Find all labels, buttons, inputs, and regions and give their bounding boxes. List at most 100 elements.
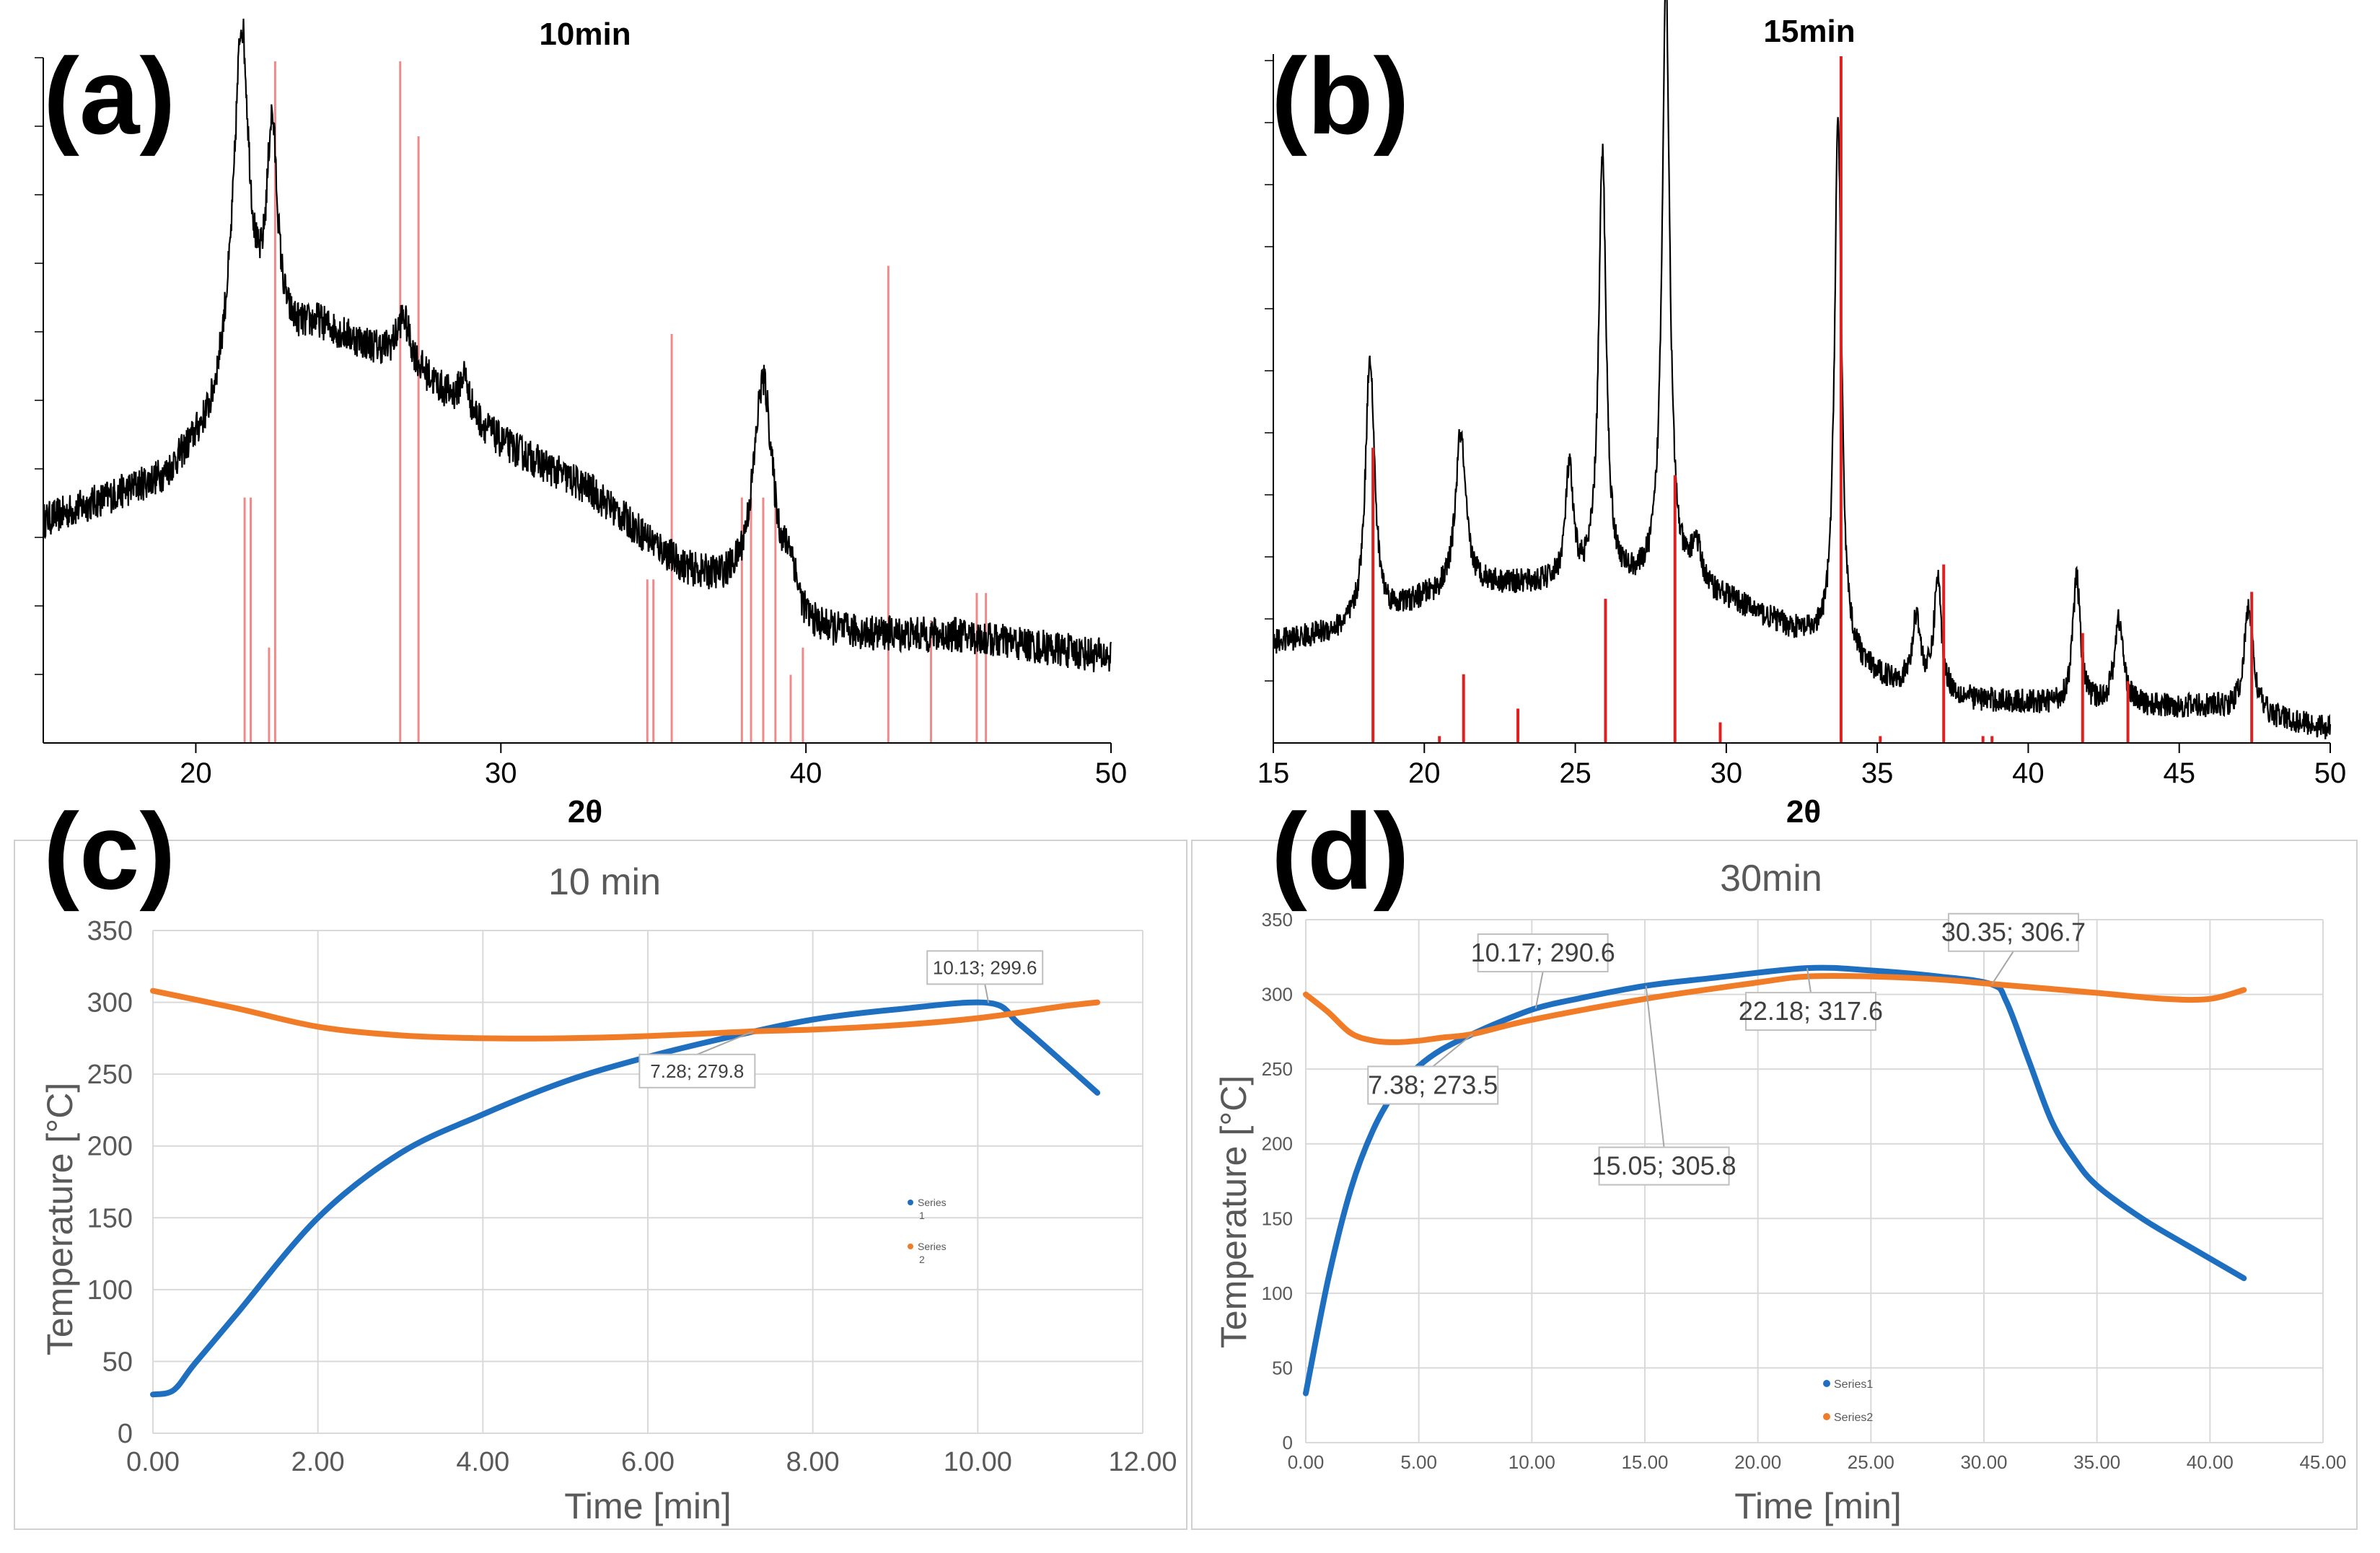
panel-d-legend: Series1 Series2 — [1823, 1378, 1873, 1424]
panel-b-x-ticks: 15 20 25 30 35 40 45 50 — [1257, 743, 2347, 789]
series-line-2 — [1303, 972, 2247, 1045]
panel-b-title: 15min — [1763, 14, 1855, 49]
series-line-1 — [1303, 964, 2247, 1396]
panel-d-y-axis-label: Temperature [°C] — [1213, 1075, 1254, 1348]
panel-d-temperature-30min: 30min 0 50 100 150 200 250 300 350 0.00 5.00 10.0… — [1191, 791, 2358, 1530]
panel-label-c: (c) — [43, 791, 175, 912]
panel-d-y-ticks: 0 50 100 150 200 250 300 350 — [1262, 909, 1293, 1453]
x-tick-label: 10.00 — [1509, 1451, 1555, 1473]
panel-d-frame — [1191, 840, 2358, 1530]
legend-label-series-2: Series — [918, 1241, 947, 1252]
panel-c-series — [150, 987, 1101, 1398]
annotation-label: 30.35; 306.7 — [1941, 918, 2086, 947]
panel-a-xrd-10min: (a) 10min 20 30 40 50 2θ — [35, 17, 1127, 830]
legend-marker-series2 — [1823, 1413, 1830, 1420]
panel-b-x-axis-label: 2θ — [1786, 794, 1821, 830]
y-tick-label: 100 — [87, 1275, 133, 1306]
y-tick-label: 100 — [1262, 1283, 1293, 1304]
x-tick-label: 30.00 — [1960, 1451, 2007, 1473]
y-tick-label: 50 — [102, 1347, 133, 1377]
x-tick-label: 8.00 — [786, 1447, 840, 1477]
legend-marker-series-1 — [908, 1200, 913, 1205]
legend-label-series1: Series1 — [1834, 1378, 1873, 1391]
panel-c-x-ticks: 0.00 2.00 4.00 6.00 8.00 10.00 12.00 — [126, 1447, 1177, 1477]
series-line-1 — [150, 999, 1101, 1398]
x-tick-label: 20.00 — [1734, 1451, 1781, 1473]
annotation-box — [1367, 1065, 1499, 1105]
x-tick-label: 15.00 — [1621, 1451, 1668, 1473]
annotation-leader — [1432, 1033, 1473, 1068]
x-tick-label: 6.00 — [621, 1447, 675, 1477]
annotation-label: 15.05; 305.8 — [1591, 1151, 1736, 1181]
y-tick-label: 0 — [1283, 1432, 1293, 1453]
panel-b-diffraction-pattern — [1272, 0, 2332, 739]
panel-d-gridlines — [1305, 919, 2324, 1443]
panel-label-a: (a) — [43, 35, 175, 157]
panel-a-x-axis-label: 2θ — [568, 794, 602, 830]
annotation-label: 22.18; 317.6 — [1739, 996, 1883, 1026]
panel-b-xrd-15min: (b) 15min 15 20 25 30 35 40 45 50 2θ — [1257, 0, 2347, 830]
y-tick-label: 350 — [87, 916, 133, 946]
panel-c-frame — [14, 840, 1187, 1530]
panel-a-reference-lines — [243, 61, 988, 743]
annotation-label: 7.28; 279.8 — [650, 1060, 744, 1082]
y-tick-label: 350 — [1262, 909, 1293, 931]
annotation-label: 10.17; 290.6 — [1471, 938, 1615, 967]
x-tick-label: 20 — [1408, 757, 1441, 789]
x-tick-label: 30 — [485, 757, 517, 789]
panel-c-y-axis-label: Temperature [°C] — [40, 1083, 80, 1355]
panel-c-x-axis-label: Time [min] — [564, 1486, 732, 1526]
x-tick-label: 35.00 — [2073, 1451, 2120, 1473]
x-tick-label: 12.00 — [1108, 1447, 1177, 1477]
annotation-box — [1744, 992, 1876, 1031]
panel-d-x-axis-label: Time [min] — [1734, 1486, 1902, 1526]
panel-b-y-tick-marks — [1265, 60, 1273, 682]
x-tick-label: 0.00 — [126, 1447, 180, 1477]
legend-label-series-2-num: 2 — [919, 1254, 925, 1265]
y-tick-label: 200 — [87, 1132, 133, 1162]
panel-d-x-ticks: 0.00 5.00 10.00 15.00 20.00 25.00 30.00 35.00 40… — [1288, 1451, 2347, 1473]
x-tick-label: 25.00 — [1848, 1451, 1894, 1473]
x-tick-label: 35 — [1861, 757, 1894, 789]
x-tick-label: 30 — [1711, 757, 1743, 789]
x-tick-label: 10.00 — [944, 1447, 1012, 1477]
panel-b-reference-lines — [1371, 56, 2254, 743]
x-tick-label: 40 — [790, 757, 822, 789]
annotation-leader — [1991, 951, 2014, 985]
panel-a-y-tick-marks — [35, 57, 43, 675]
annotation-box — [638, 1053, 756, 1088]
panel-d-series — [1303, 964, 2247, 1396]
x-tick-label: 5.00 — [1400, 1451, 1437, 1473]
x-tick-label: 50 — [2314, 757, 2347, 789]
y-tick-label: 50 — [1272, 1357, 1293, 1378]
panel-c-temperature-10min: 10 min 0 50 100 150 200 250 300 350 0.00 2.00 4.0… — [14, 791, 1187, 1530]
legend-marker-series-2 — [908, 1244, 913, 1249]
panel-d-title: 30min — [1720, 858, 1822, 899]
x-tick-label: 50 — [1095, 757, 1128, 789]
legend-label-series2: Series2 — [1834, 1412, 1873, 1424]
x-tick-label: 25 — [1559, 757, 1591, 789]
legend-label-series-1-num: 1 — [919, 1210, 925, 1221]
annotation-leader — [984, 984, 990, 1003]
y-tick-label: 300 — [87, 988, 133, 1019]
y-tick-label: 150 — [87, 1203, 133, 1233]
panel-c-gridlines — [152, 930, 1143, 1434]
panel-label-d: (d) — [1271, 791, 1410, 912]
x-tick-label: 4.00 — [456, 1447, 509, 1477]
annotation-leader — [1645, 985, 1665, 1148]
annotation-leader — [1534, 971, 1544, 1009]
series-line-2 — [150, 987, 1101, 1042]
panel-c-title: 10 min — [548, 861, 661, 903]
panel-label-b: (b) — [1271, 35, 1410, 157]
y-tick-label: 300 — [1262, 984, 1293, 1006]
y-tick-label: 250 — [87, 1060, 133, 1090]
x-tick-label: 45.00 — [2299, 1451, 2346, 1473]
annotation-box — [1947, 912, 2079, 952]
annotation-box — [1477, 933, 1609, 973]
x-tick-label: 40 — [2012, 757, 2045, 789]
x-tick-label: 20 — [180, 757, 212, 789]
x-tick-label: 40.00 — [2187, 1451, 2234, 1473]
panel-a-diffraction-pattern — [42, 18, 1112, 672]
x-tick-label: 0.00 — [1288, 1451, 1325, 1473]
